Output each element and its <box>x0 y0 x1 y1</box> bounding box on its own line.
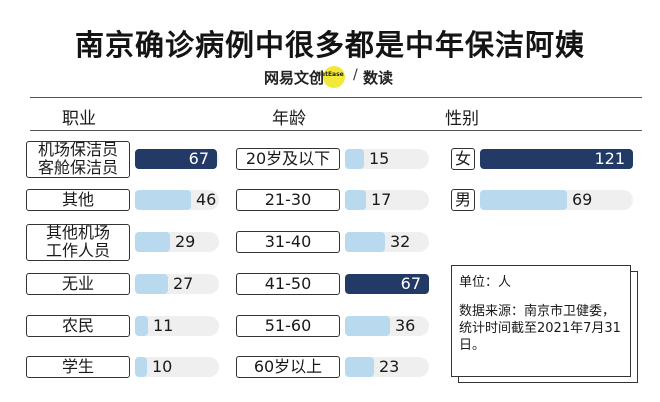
bar-value-label: 23 <box>379 357 400 376</box>
bar-value-label: 29 <box>175 232 196 251</box>
bar <box>135 274 168 294</box>
category-label: 60岁以上 <box>236 356 340 378</box>
bar-track <box>135 316 219 336</box>
source-note: 单位：人 数据来源：南京市卫健委，统计时间截至2021年7月31日。 <box>451 265 631 377</box>
bar-value-label: 17 <box>371 190 392 209</box>
category-label: 其他机场 工作人员 <box>26 223 130 261</box>
brand-netease-text: NetEase <box>316 71 344 78</box>
bar <box>345 149 364 169</box>
category-label: 20岁及以下 <box>236 148 340 170</box>
brand-shudu: 数读 <box>363 69 394 87</box>
category-label: 无业 <box>26 273 130 295</box>
brand-netease-wenchuang: 网易文创 <box>264 69 325 87</box>
bar <box>345 232 385 252</box>
header-divider <box>30 130 642 131</box>
category-label: 41-50 <box>236 273 340 295</box>
bar-value-label: 15 <box>369 149 390 168</box>
bar-value-label: 11 <box>153 316 174 335</box>
bar-track <box>135 357 219 377</box>
column-header-0: 职业 <box>62 109 96 129</box>
top-divider <box>30 97 642 98</box>
bar-value-label: 67 <box>400 274 421 293</box>
bar <box>345 190 366 210</box>
bar <box>345 274 429 294</box>
brand-slash: / <box>353 67 358 83</box>
category-label: 农民 <box>26 315 130 337</box>
bar <box>135 232 170 252</box>
bar <box>480 149 633 169</box>
bar <box>345 316 390 336</box>
bar <box>480 190 567 210</box>
column-header-1: 年龄 <box>272 109 306 129</box>
category-label: 51-60 <box>236 315 340 337</box>
bar-value-label: 69 <box>572 190 593 209</box>
bar-track <box>345 190 429 210</box>
bar <box>135 149 217 169</box>
bar <box>135 316 148 336</box>
category-label: 女 <box>451 148 475 170</box>
category-label: 31-40 <box>236 231 340 253</box>
bar-value-label: 121 <box>594 149 625 168</box>
source-text: 数据来源：南京市卫健委，统计时间截至2021年7月31日。 <box>459 304 621 353</box>
category-label: 学生 <box>26 356 130 378</box>
category-label: 21-30 <box>236 189 340 211</box>
chart-title: 南京确诊病例中很多都是中年保洁阿姨 <box>74 28 585 62</box>
bar-value-label: 36 <box>395 316 416 335</box>
unit-note: 单位：人 <box>459 275 512 290</box>
brand-logo: 网易文创 NetEase / 数读 <box>0 63 660 91</box>
bar-value-label: 32 <box>390 232 411 251</box>
bar-value-label: 10 <box>152 357 173 376</box>
bar <box>135 357 147 377</box>
category-label: 机场保洁员 客舱保洁员 <box>26 140 130 178</box>
category-label: 男 <box>451 189 475 211</box>
bar-value-label: 46 <box>196 190 217 209</box>
category-label: 其他 <box>26 189 130 211</box>
bar-value-label: 27 <box>173 274 194 293</box>
bar-track <box>345 149 429 169</box>
column-header-2: 性别 <box>445 109 479 129</box>
bar <box>345 357 374 377</box>
brand-yellow-circle <box>323 66 345 88</box>
bar-value-label: 67 <box>188 149 209 168</box>
bar <box>135 190 191 210</box>
